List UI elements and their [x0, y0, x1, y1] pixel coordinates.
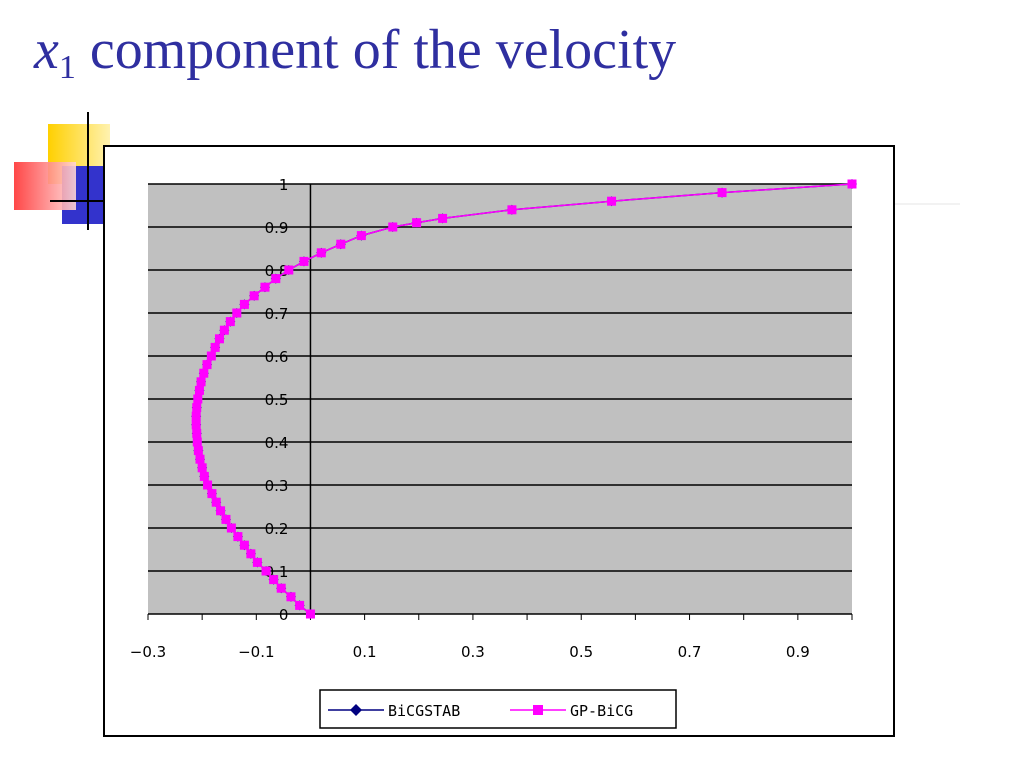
point-1-18	[195, 454, 205, 464]
y-tick-label-7: 0.7	[265, 305, 289, 323]
y-tick-label-5: 0.5	[265, 391, 289, 409]
point-1-32	[214, 334, 224, 344]
point-1-16	[199, 471, 209, 481]
point-1-36	[239, 299, 249, 309]
y-tick-label-4: 0.4	[265, 434, 289, 452]
point-1-29	[202, 360, 212, 370]
point-1-37	[249, 291, 259, 301]
point-1-2	[286, 592, 296, 602]
point-1-10	[226, 523, 236, 533]
point-1-45	[388, 222, 398, 232]
legend-marker-bicgstab	[350, 704, 362, 716]
y-tick-label-3: 0.3	[265, 477, 289, 495]
point-1-13	[211, 497, 221, 507]
legend-item-bicgstab: BiCGSTAB	[328, 702, 460, 720]
x-tick-label-5: 0.7	[678, 643, 702, 661]
point-1-7	[246, 549, 256, 559]
point-1-51	[847, 179, 857, 189]
point-1-19	[193, 446, 203, 456]
point-1-27	[196, 377, 206, 387]
slide-title: x1 component of the velocity	[34, 22, 676, 85]
point-1-26	[194, 385, 204, 395]
title-subscript: 1	[58, 49, 76, 86]
point-1-49	[607, 196, 617, 206]
y-tick-label-0: 0	[279, 606, 289, 624]
point-1-39	[271, 274, 281, 284]
x-tick-label-2: 0.1	[353, 643, 377, 661]
y-tick-label-9: 0.9	[265, 219, 289, 237]
legend-label-bicgstab: BiCGSTAB	[388, 702, 460, 720]
x-tick-label-1: −0.1	[238, 643, 274, 661]
point-1-43	[336, 239, 346, 249]
point-1-28	[199, 368, 209, 378]
point-1-14	[207, 489, 217, 499]
x-tick-label-4: 0.5	[569, 643, 593, 661]
point-1-47	[438, 213, 448, 223]
point-1-44	[356, 231, 366, 241]
point-1-20	[192, 437, 202, 447]
legend-box	[319, 689, 677, 729]
point-1-12	[216, 506, 226, 516]
point-1-34	[225, 317, 235, 327]
point-1-31	[210, 342, 220, 352]
point-1-17	[197, 463, 207, 473]
point-1-5	[261, 566, 271, 576]
title-text: component of the velocity	[75, 19, 677, 81]
point-1-46	[412, 218, 422, 228]
corner-decoration	[14, 112, 122, 230]
point-1-11	[221, 514, 231, 524]
grid-lines	[148, 183, 852, 572]
point-1-15	[203, 480, 213, 490]
point-1-1	[295, 600, 305, 610]
point-1-4	[269, 575, 279, 585]
y-tick-label-6: 0.6	[265, 348, 289, 366]
point-1-30	[206, 351, 216, 361]
point-1-8	[239, 540, 249, 550]
x-tick-label-6: 0.9	[786, 643, 810, 661]
axes: 00.10.20.30.40.50.60.70.80.91−0.3 −0.1 0.1…	[130, 176, 853, 661]
legend-item-gpbicg: GP-BiCG	[510, 702, 633, 720]
series-gp-bicg	[191, 179, 857, 619]
point-1-42	[316, 248, 326, 258]
y-tick-label-2: 0.2	[265, 520, 289, 538]
series-layer	[191, 179, 857, 619]
point-1-24	[192, 403, 202, 413]
legend-marker-gpbicg	[533, 705, 543, 715]
point-1-3	[276, 583, 286, 593]
point-1-50	[717, 188, 727, 198]
point-1-25	[193, 394, 203, 404]
point-1-21	[192, 428, 202, 438]
point-1-0	[305, 609, 315, 619]
legend-label-gpbicg: GP-BiCG	[570, 702, 633, 720]
point-1-23	[191, 411, 201, 421]
point-1-41	[299, 256, 309, 266]
point-1-40	[284, 265, 294, 275]
point-1-6	[252, 557, 262, 567]
point-1-9	[233, 532, 243, 542]
y-tick-label-10: 1	[279, 176, 289, 194]
x-tick-label-0: −0.3	[130, 643, 166, 661]
legend: BiCGSTAB GP-BiCG	[319, 689, 677, 729]
point-1-48	[507, 205, 517, 215]
y-tick-label-8: 0.8	[265, 262, 289, 280]
point-1-22	[191, 420, 201, 430]
point-1-33	[219, 325, 229, 335]
point-1-35	[232, 308, 242, 318]
title-variable: x	[34, 19, 59, 81]
x-tick-label-3: 0.3	[461, 643, 485, 661]
point-1-38	[260, 282, 270, 292]
